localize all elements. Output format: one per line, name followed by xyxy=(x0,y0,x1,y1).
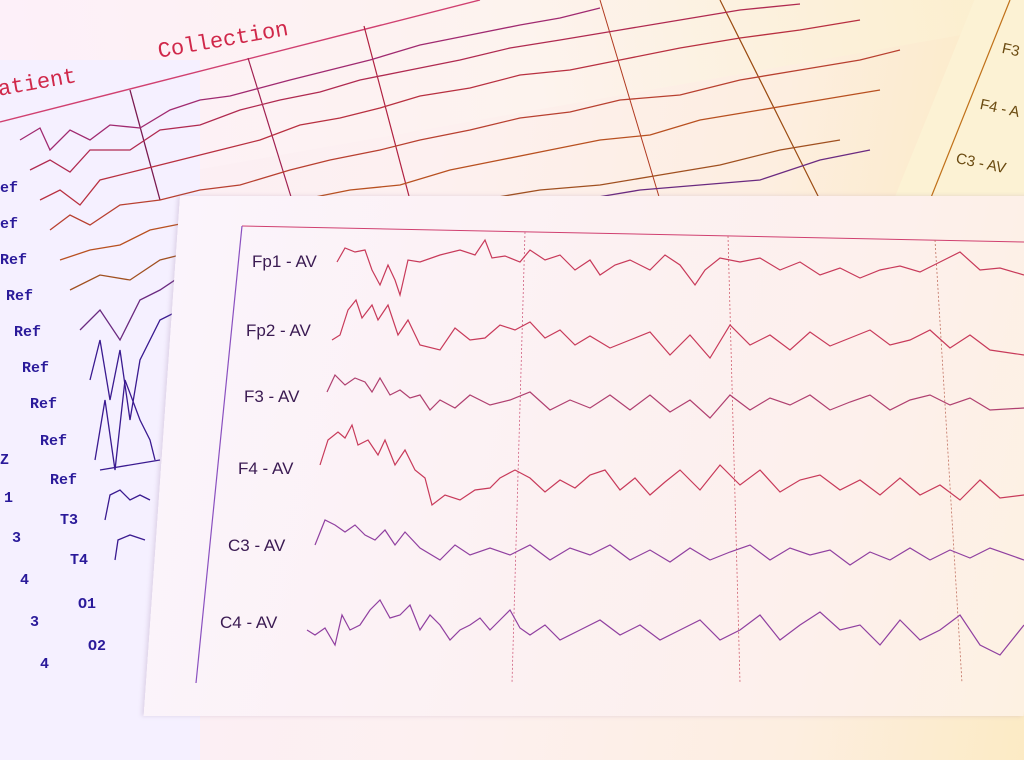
channel-label-fp2: Fp2 - AV xyxy=(246,321,311,340)
left-edge-fragment: 1 xyxy=(4,490,14,507)
left-lower-label: T3 xyxy=(60,512,79,529)
channel-label-c4: C4 - AV xyxy=(220,613,278,632)
left-edge-fragment: 3 xyxy=(30,614,40,631)
left-channel-label: ef xyxy=(0,216,19,233)
left-edge-fragment: 3 xyxy=(12,530,22,547)
channel-label-f4: F4 - AV xyxy=(238,459,294,478)
left-channel-label: Ref xyxy=(50,472,78,489)
left-edge-fragment: 4 xyxy=(20,572,30,589)
left-edge-fragment: Z xyxy=(0,452,10,469)
left-channel-label: Ref xyxy=(6,288,34,305)
left-lower-label: O1 xyxy=(78,596,97,613)
left-lower-label: T4 xyxy=(70,552,89,569)
left-lower-label: O2 xyxy=(88,638,107,655)
left-channel-label: Ref xyxy=(40,433,68,450)
channel-label-fp1: Fp1 - AV xyxy=(252,252,317,271)
channel-label-c3: C3 - AV xyxy=(228,536,286,555)
left-edge-fragment: 4 xyxy=(40,656,50,673)
left-channel-label: Ref xyxy=(14,324,42,341)
left-channel-label: Ref xyxy=(30,396,58,413)
channel-label-f3: F3 - AV xyxy=(244,387,300,406)
left-channel-label: Ref xyxy=(22,360,50,377)
front-sheet-traces xyxy=(195,225,1024,683)
left-channel-label: Ref xyxy=(0,252,28,269)
left-channel-label: ef xyxy=(0,180,19,197)
